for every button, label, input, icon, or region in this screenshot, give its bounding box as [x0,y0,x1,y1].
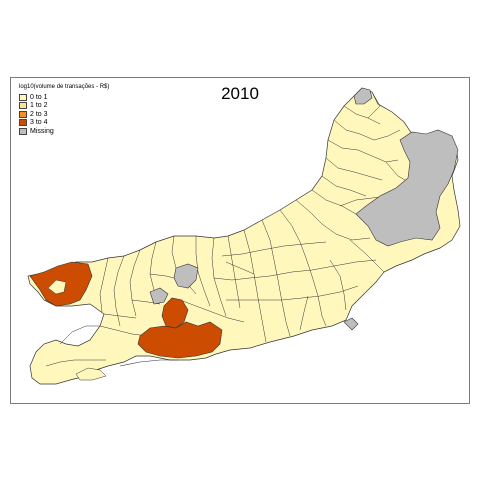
legend-label: Missing [30,127,54,135]
region-missing-southeast [343,317,359,331]
legend-item: Missing [19,127,109,136]
legend-title: log10(volume de transações - R$) [19,84,110,90]
legend-swatch [19,110,27,118]
legend-label: 2 to 3 [30,110,48,118]
region-missing-center [173,263,199,289]
legend-item: 2 to 3 [19,110,109,119]
map-legend: log10(volume de transações - R$) 0 to 1 … [19,84,109,136]
region-missing-northeast-large [355,129,459,247]
legend-item: 0 to 1 [19,93,109,102]
region-3to4-west-inner-hole [47,279,67,295]
legend-swatch [19,102,27,110]
legend-swatch [19,119,27,127]
region-missing-north-tip [353,87,373,105]
legend-swatch [19,127,27,135]
legend-label: 3 to 4 [30,119,48,127]
island-ilha-grande [75,367,107,381]
municipality-boundaries [45,91,413,367]
legend-label: 1 to 2 [30,102,48,110]
bay-line [119,359,178,367]
region-3to4-metro [137,321,223,359]
state-base-region [27,87,461,385]
legend-swatch [19,93,27,101]
legend-label: 0 to 1 [30,93,48,101]
region-missing-small-west [149,287,169,305]
map-title: 2010 [221,84,259,103]
region-3to4-metro-north [161,297,189,329]
legend-item: 1 to 2 [19,102,109,111]
legend-item: 3 to 4 [19,119,109,128]
